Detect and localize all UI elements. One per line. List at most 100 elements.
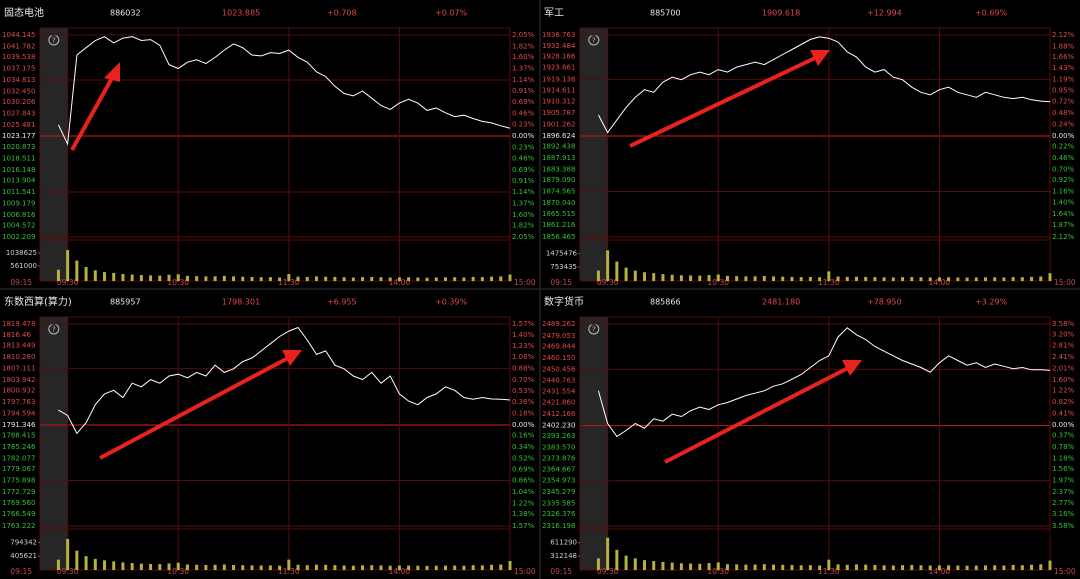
y2-tick-label: 0.22% [1052, 142, 1075, 150]
volume-bar [615, 549, 619, 570]
volume-bar [139, 275, 143, 281]
change-pct: +0.39% [435, 298, 468, 307]
y-tick-label: 1763.222 [2, 522, 35, 530]
volume-bar [379, 277, 383, 281]
volume-bar [370, 276, 374, 281]
volume-bar [453, 565, 457, 570]
volume-bar [480, 277, 484, 281]
y-tick-label: 1018.511 [2, 154, 35, 162]
y-tick-label: 1797.763 [2, 398, 35, 406]
volume-bar [901, 277, 905, 281]
y2-tick-label: 0.53% [512, 387, 535, 395]
arrow-shaft [70, 77, 114, 151]
volume-bar [606, 537, 610, 570]
price: 1798.301 [222, 298, 260, 307]
x-tick-label: 14:00 [389, 567, 411, 576]
volume-bar [725, 275, 729, 281]
volume-bar [993, 277, 997, 281]
volume-bar [1011, 277, 1015, 281]
auction-shade [580, 28, 608, 281]
volume-bar [643, 272, 647, 281]
code: 885700 [650, 9, 681, 18]
volume-bar [947, 277, 951, 281]
y-tick-label: 1874.565 [542, 187, 575, 195]
y-tick-label: 2326.376 [542, 510, 576, 518]
volume-bar [416, 565, 420, 570]
y-tick-label: 1932.484 [542, 42, 576, 50]
y-tick-label: 1819.478 [2, 320, 35, 328]
y2-tick-label: 2.05% [512, 31, 535, 39]
volume-bar [790, 276, 794, 281]
volume-bar [615, 261, 619, 281]
y-tick-label: 1807.111 [2, 364, 35, 372]
volume-bar [836, 276, 840, 281]
y-tick-label: 1788.415 [2, 432, 35, 440]
volume-bar [928, 565, 932, 570]
volume-bar [268, 277, 272, 281]
y-tick-label: 1032.450 [2, 87, 35, 95]
y2-tick-label: 0.95% [1052, 87, 1075, 95]
y2-tick-label: 1.57% [512, 522, 535, 530]
panel-title: 固态电池 [4, 6, 44, 19]
y2-tick-label: 0.69% [512, 98, 535, 106]
volume-bar [471, 565, 475, 570]
volume-tick-label: 1038625 [6, 249, 37, 257]
volume-bar [735, 276, 739, 281]
auction-shade [40, 28, 68, 281]
volume-bar [213, 564, 217, 570]
y2-tick-label: 0.92% [1052, 176, 1075, 184]
volume-bar [947, 565, 951, 570]
volume-bar [854, 276, 858, 281]
y2-tick-label: 0.88% [512, 364, 535, 372]
y-tick-label: 1034.813 [2, 76, 35, 84]
y2-tick-label: 1.66% [1052, 53, 1075, 61]
volume-bar [167, 274, 171, 281]
y2-tick-label: 1.60% [512, 53, 535, 61]
y-tick-label: 1905.787 [542, 109, 575, 117]
y-tick-label: 1879.090 [542, 176, 575, 184]
volume-bar [928, 277, 932, 281]
volume-bar [66, 538, 70, 570]
x-tick-label: 09:15 [550, 567, 572, 576]
volume-bar [633, 270, 637, 281]
y-tick-label: 2316.198 [542, 522, 575, 530]
volume-bar [324, 564, 328, 570]
volume-bar [379, 565, 383, 570]
y-tick-label: 1910.312 [542, 98, 575, 106]
volume-bar [241, 276, 245, 281]
volume-bar [1020, 565, 1024, 570]
y-tick-label: 2431.554 [542, 387, 576, 395]
y-tick-label: 1039.538 [2, 53, 35, 61]
volume-bar [397, 277, 401, 281]
volume-bar [453, 277, 457, 281]
help-icon-mark: ? [52, 326, 56, 334]
volume-bar [633, 558, 637, 570]
volume-bar [836, 564, 840, 570]
volume-bar [707, 563, 711, 570]
volume-bar [112, 561, 116, 570]
y-tick-label: 2373.876 [542, 455, 576, 463]
y2-tick-label: 1.40% [512, 331, 535, 339]
volume-bar [158, 564, 162, 570]
price-line [597, 36, 1051, 134]
volume-bar [499, 276, 503, 281]
volume-bar [56, 269, 60, 281]
y-tick-label: 1779.067 [2, 465, 35, 473]
volume-bar [103, 272, 107, 281]
volume-bar [716, 274, 720, 281]
y-tick-label: 1785.246 [2, 443, 36, 451]
volume-bar [296, 276, 300, 281]
y2-tick-label: 1.22% [1052, 387, 1075, 395]
y2-tick-label: 3.16% [1052, 510, 1075, 518]
volume-bar [670, 562, 674, 570]
arrow-head [104, 62, 120, 82]
y-tick-label: 1775.898 [2, 476, 35, 484]
volume-bar [799, 565, 803, 570]
x-tick-label: 14:00 [389, 278, 411, 287]
volume-bar [121, 274, 125, 281]
x-tick-label: 09:30 [597, 278, 619, 287]
price: 1909.618 [762, 9, 800, 18]
volume-bar [974, 277, 978, 281]
